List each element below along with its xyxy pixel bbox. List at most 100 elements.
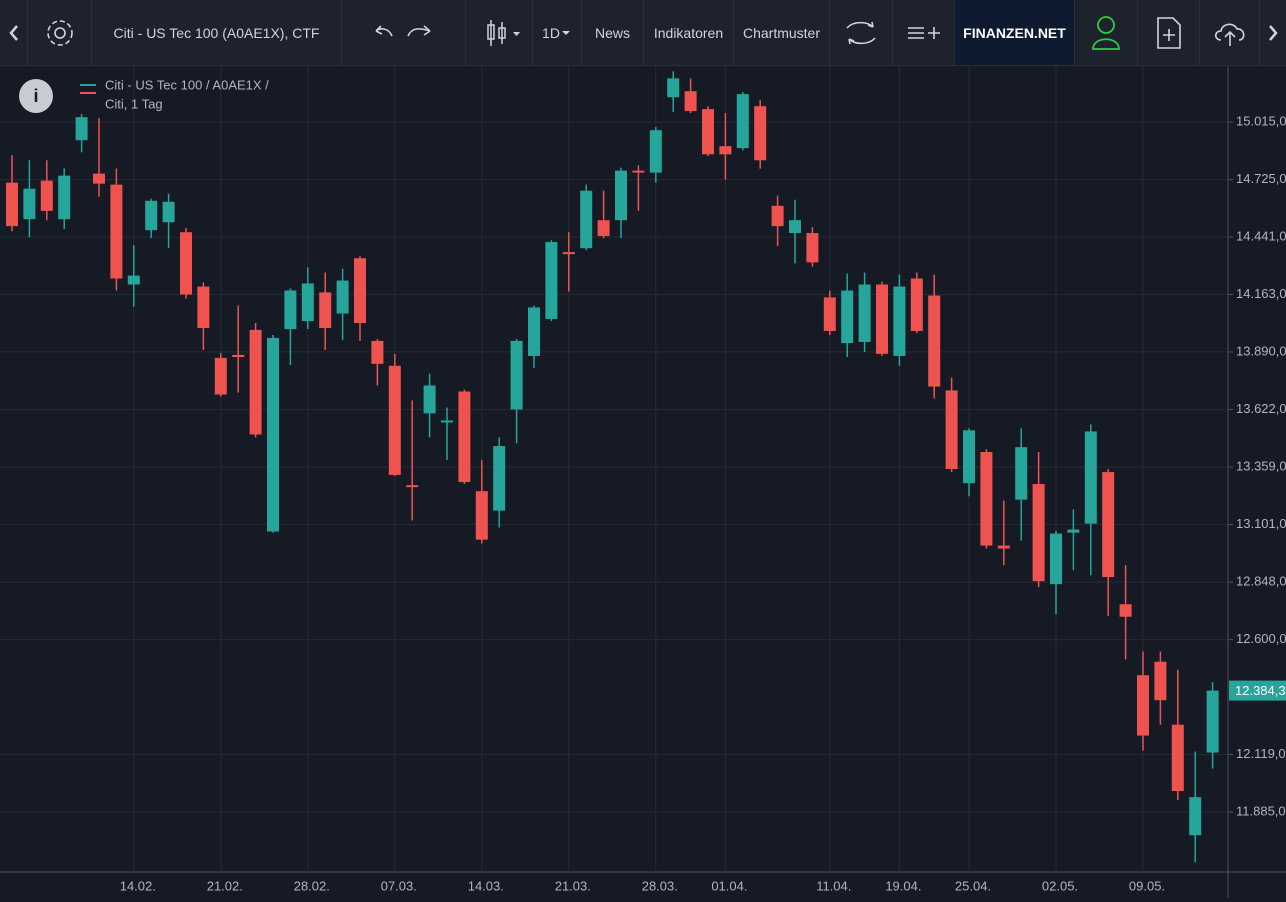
candle-body <box>597 220 610 237</box>
candle-body <box>702 109 714 155</box>
candle-body <box>371 340 384 364</box>
y-tick-label: 11.885,0 <box>1236 803 1286 818</box>
scroll-left[interactable] <box>0 0 28 65</box>
x-tick-label: 28.03. <box>642 878 678 893</box>
candle-body <box>893 286 906 356</box>
add-indicator-button[interactable] <box>893 0 955 65</box>
y-tick-label: 14.725,0 <box>1236 171 1286 186</box>
x-tick-label: 14.03. <box>468 878 504 893</box>
candle-body <box>23 188 36 220</box>
cloud-save-button[interactable] <box>1200 0 1260 65</box>
scroll-right[interactable] <box>1260 0 1286 65</box>
x-tick-label: 01.04. <box>711 878 747 893</box>
candle-body <box>1067 529 1080 533</box>
candle-body <box>93 173 105 184</box>
candle-body <box>649 130 662 173</box>
last-price-tag <box>1229 680 1286 701</box>
candle-body <box>145 200 158 231</box>
candle-body <box>580 190 593 249</box>
candle-body <box>684 91 697 112</box>
candle-body <box>493 446 506 511</box>
y-tick-label: 12.848,0 <box>1236 574 1286 589</box>
legend-line: Citi - US Tec 100 / A0AE1X / <box>105 77 269 92</box>
interval-button[interactable]: 1D <box>533 0 582 65</box>
settings-button[interactable] <box>28 0 92 65</box>
candle-body <box>667 78 680 98</box>
x-tick-label: 21.02. <box>207 878 243 893</box>
candle-body <box>127 275 140 285</box>
candle-body <box>388 365 401 475</box>
candle-body <box>910 278 923 331</box>
candle-body <box>1137 675 1149 736</box>
candle-body <box>1050 533 1062 585</box>
candle-body <box>562 252 575 255</box>
y-tick-label: 14.163,0 <box>1236 286 1286 301</box>
candle-body <box>58 175 71 220</box>
candle-body <box>458 391 471 483</box>
candle-body <box>1171 724 1184 792</box>
candle-body <box>423 385 436 414</box>
x-tick-label: 28.02. <box>294 878 330 893</box>
candle-body <box>75 117 88 141</box>
candle-body <box>719 146 732 155</box>
candle-body <box>789 220 801 234</box>
x-tick-label: 02.05. <box>1042 878 1078 893</box>
candle-body <box>180 232 192 295</box>
account-button[interactable] <box>1075 0 1138 65</box>
x-tick-label: 14.02. <box>120 878 156 893</box>
candle-body <box>1189 797 1202 836</box>
candle-body <box>1032 484 1045 582</box>
interval-label: 1D <box>542 24 560 41</box>
candle-body <box>823 297 836 331</box>
candles <box>6 71 1219 863</box>
new-layout-button[interactable] <box>1138 0 1200 65</box>
candle-body <box>267 337 279 532</box>
brand-button[interactable]: FINANZEN.NET <box>955 0 1075 65</box>
candle-body <box>214 357 227 395</box>
candle-body <box>528 307 540 356</box>
news-button[interactable]: News <box>582 0 644 65</box>
y-tick-label: 13.101,0 <box>1236 516 1286 531</box>
candle-body <box>858 284 871 342</box>
candle-body <box>736 94 749 149</box>
x-tick-label: 21.03. <box>555 878 591 893</box>
candle-body <box>510 340 523 410</box>
y-tick-label: 15.015,0 <box>1236 114 1286 129</box>
candle-body <box>928 295 941 387</box>
candle-body <box>284 290 297 330</box>
y-tick-label: 12.119,0 <box>1236 746 1286 761</box>
y-tick-label: 12.600,0 <box>1236 631 1286 646</box>
candle-body <box>1119 604 1132 617</box>
candle-body <box>771 205 784 227</box>
candle-body <box>110 184 123 279</box>
undo-redo[interactable] <box>342 0 466 65</box>
candle-body <box>232 354 245 358</box>
candle-body <box>6 182 18 227</box>
indicators-button[interactable]: Indikatoren <box>644 0 734 65</box>
candle-body <box>1206 690 1219 753</box>
info-button[interactable] <box>19 79 53 113</box>
candle-body <box>441 420 453 423</box>
candle-body <box>841 290 854 344</box>
candle-body <box>197 286 210 329</box>
toolbar: Citi - US Tec 100 (A0AE1X), CTF 1D News … <box>0 0 1286 66</box>
candle-body <box>354 258 366 323</box>
candle-body <box>1154 661 1167 701</box>
candle-body <box>336 280 349 314</box>
candle-body <box>806 233 819 263</box>
candle-body <box>1102 472 1115 578</box>
candle-body <box>632 170 645 173</box>
chart-type-button[interactable] <box>466 0 533 65</box>
info-icon: i <box>33 86 38 106</box>
candle-body <box>754 106 767 161</box>
y-tick-label: 13.890,0 <box>1236 343 1286 358</box>
candle-body <box>945 390 958 469</box>
y-tick-label: 14.441,0 <box>1236 229 1286 244</box>
candle-body <box>876 284 888 354</box>
patterns-button[interactable]: Chartmuster <box>734 0 830 65</box>
compare-button[interactable] <box>830 0 893 65</box>
symbol-button[interactable]: Citi - US Tec 100 (A0AE1X), CTF <box>92 0 342 65</box>
x-tick-label: 07.03. <box>381 878 417 893</box>
